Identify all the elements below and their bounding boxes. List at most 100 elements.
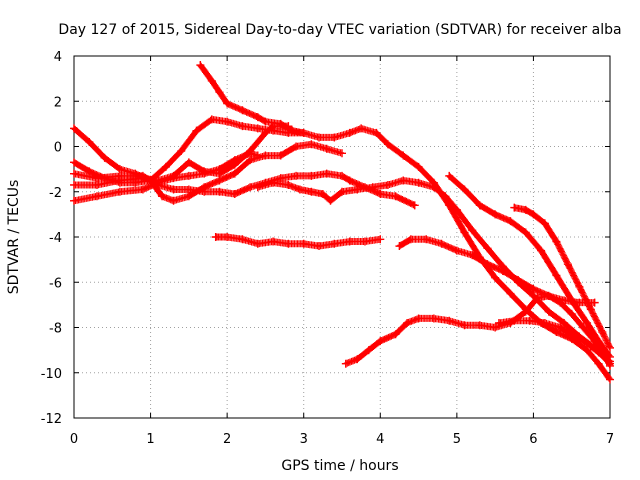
- data-point: [284, 239, 293, 248]
- data-point: [403, 318, 412, 327]
- data-point: [215, 88, 224, 97]
- data-point: [429, 183, 438, 192]
- data-point: [238, 122, 247, 131]
- data-point: [322, 144, 331, 153]
- data-point: [594, 348, 603, 357]
- data-point: [552, 271, 561, 280]
- data-point: [376, 235, 385, 244]
- data-point: [583, 318, 592, 327]
- data-point: [292, 171, 301, 180]
- data-point: [506, 217, 515, 226]
- data-point: [452, 246, 461, 255]
- y-tick-label: -4: [49, 231, 62, 246]
- data-point: [491, 273, 500, 282]
- series-s10: [510, 203, 614, 352]
- x-tick-label: 3: [300, 432, 308, 447]
- data-point: [330, 133, 339, 142]
- data-point: [253, 183, 262, 192]
- data-point: [452, 205, 461, 214]
- data-point: [223, 99, 232, 108]
- data-point: [315, 242, 324, 251]
- x-tick-label: 4: [376, 432, 384, 447]
- data-point: [292, 142, 301, 151]
- data-point: [338, 149, 346, 158]
- data-point: [353, 185, 362, 194]
- data-point: [606, 343, 614, 352]
- data-point: [207, 115, 216, 124]
- data-point: [368, 183, 377, 192]
- data-point: [544, 307, 553, 316]
- y-tick-label: -2: [49, 186, 62, 201]
- data-point: [606, 375, 614, 384]
- data-point: [288, 126, 297, 135]
- data-point: [544, 291, 553, 300]
- data-point: [552, 237, 561, 246]
- series-s5: [70, 149, 262, 205]
- data-point: [399, 176, 408, 185]
- x-tick-label: 0: [70, 432, 78, 447]
- data-point: [115, 165, 124, 174]
- data-point: [192, 126, 201, 135]
- data-point: [540, 318, 549, 327]
- data-point: [253, 151, 262, 160]
- data-point: [414, 178, 423, 187]
- data-point: [429, 314, 438, 323]
- data-point: [211, 233, 220, 241]
- data-series: [70, 61, 614, 384]
- data-point: [207, 76, 216, 85]
- data-point: [414, 314, 423, 323]
- data-point: [563, 260, 572, 269]
- data-point: [238, 106, 247, 115]
- y-tick-label: -10: [41, 367, 62, 382]
- data-point: [376, 337, 385, 346]
- data-point: [579, 323, 588, 332]
- data-point: [215, 176, 224, 185]
- data-point: [556, 298, 565, 307]
- data-point: [583, 339, 592, 348]
- series-s7: [253, 176, 614, 368]
- data-point: [154, 178, 163, 187]
- data-point: [567, 330, 576, 339]
- data-point: [441, 192, 450, 201]
- data-point: [223, 117, 232, 126]
- data-point: [169, 174, 178, 183]
- data-point: [575, 282, 584, 291]
- data-point: [299, 239, 308, 248]
- data-point: [422, 235, 431, 244]
- data-point: [498, 266, 507, 275]
- data-point: [353, 355, 362, 364]
- data-point: [506, 289, 515, 298]
- data-point: [586, 305, 595, 314]
- x-tick-label: 7: [606, 432, 614, 447]
- data-point: [372, 128, 381, 137]
- data-point: [307, 187, 316, 196]
- data-point: [177, 147, 186, 156]
- y-tick-label: 2: [54, 95, 62, 110]
- data-point: [521, 205, 530, 214]
- data-point: [284, 180, 293, 189]
- data-point: [410, 201, 419, 210]
- data-point: [529, 210, 538, 219]
- data-point: [345, 237, 354, 246]
- data-point: [460, 321, 469, 330]
- data-point: [590, 298, 599, 307]
- data-point: [261, 151, 270, 160]
- data-point: [345, 128, 354, 137]
- data-point: [445, 171, 454, 180]
- data-point: [253, 124, 262, 133]
- marker-trail: [254, 176, 613, 367]
- data-point: [376, 190, 385, 199]
- data-point: [184, 171, 193, 180]
- series-s1: [70, 124, 346, 205]
- data-point: [521, 228, 530, 237]
- data-point: [583, 346, 592, 355]
- data-point: [70, 180, 78, 189]
- data-point: [230, 190, 239, 199]
- data-point: [253, 239, 262, 248]
- data-point: [92, 174, 101, 183]
- data-point: [341, 359, 350, 368]
- data-point: [70, 158, 78, 167]
- y-tick-label: -8: [49, 322, 62, 337]
- data-point: [246, 156, 255, 165]
